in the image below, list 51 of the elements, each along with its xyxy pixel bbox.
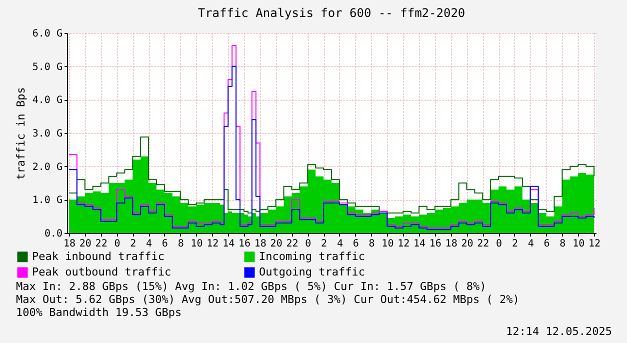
x-tick-label: 6 — [352, 238, 359, 250]
text: Max In: 2.88 GBps (15%) Avg In: 1.02 GBps ( 5%) Cur In: 1.57 GBps ( 8%) — [16, 280, 486, 293]
legend-label: Peak outbound traffic — [32, 266, 172, 278]
text: 12:14 12.05.2025 — [506, 325, 612, 338]
x-tick-label: 20 — [79, 238, 92, 250]
x-tick-label: 22 — [286, 238, 298, 250]
legend-label: Incoming traffic — [259, 250, 365, 263]
x-tick-label: 12 — [588, 238, 601, 250]
x-tick-label: 4 — [528, 238, 534, 250]
legend-label: Peak inbound traffic — [32, 250, 164, 263]
x-tick-label: 22 — [95, 238, 108, 250]
x-tick-label: 2 — [130, 238, 136, 250]
x-tick-label: 16 — [429, 238, 442, 250]
text: Max Out: 5.62 GBps (30%) Avg Out:507.20 MBps ( 3%) Cur Out:454.62 MBps ( 2%) — [16, 293, 520, 306]
x-tick-label: 8 — [368, 238, 375, 250]
y-tick-label: 2.0 G — [32, 162, 62, 173]
y-tick-label: 1.0 G — [32, 195, 62, 206]
x-tick-label: 12 — [398, 238, 410, 250]
text: 100% Bandwidth 19.53 GBps — [16, 306, 182, 319]
x-tick-label: 0 — [114, 238, 120, 250]
x-tick-label: 14 — [222, 238, 235, 250]
x-tick-label: 4 — [336, 238, 343, 250]
x-tick-label: 8 — [560, 238, 566, 250]
y-axis-title: traffic in Bps — [14, 87, 28, 180]
x-tick-label: 2 — [512, 238, 518, 250]
x-tick-label: 10 — [190, 238, 203, 250]
x-tick-label: 18 — [63, 238, 76, 250]
x-tick-label: 16 — [238, 238, 251, 250]
x-tick-label: 20 — [270, 238, 282, 250]
x-tick-label: 6 — [544, 238, 550, 250]
y-tick-label: 6.0 G — [32, 28, 62, 40]
x-tick-label: 12 — [206, 238, 219, 250]
x-tick-label: 8 — [178, 238, 184, 250]
y-tick-label: 5.0 G — [32, 62, 62, 73]
y-tick-label: 4.0 G — [32, 95, 62, 106]
legend-label: Outgoing traffic — [259, 266, 365, 278]
x-tick-label: 6 — [162, 238, 168, 250]
x-tick-label: 0 — [305, 238, 312, 250]
x-tick-label: 10 — [572, 238, 585, 250]
x-tick-label: 22 — [477, 238, 490, 250]
y-tick-label: 0.0 — [44, 228, 62, 240]
x-tick-label: 18 — [445, 238, 458, 250]
x-tick-label: 10 — [382, 238, 394, 250]
y-tick-label: 3.0 G — [32, 128, 62, 140]
chart-title: Traffic Analysis for 600 -- ffm2-2020 — [198, 6, 466, 20]
x-tick-label: 0 — [496, 238, 502, 250]
x-tick-label: 18 — [254, 238, 266, 250]
x-tick-label: 4 — [146, 238, 152, 250]
x-tick-label: 2 — [321, 238, 328, 250]
x-tick-label: 20 — [461, 238, 474, 250]
x-tick-label: 14 — [413, 238, 426, 250]
